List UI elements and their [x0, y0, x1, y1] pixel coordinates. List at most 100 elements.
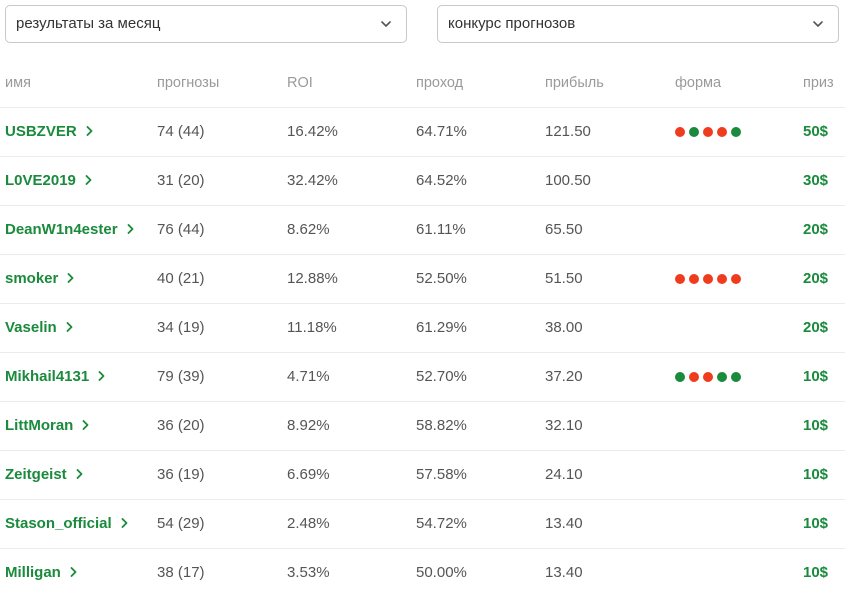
leaderboard-table: имя прогнозы ROI проход прибыль форма пр…: [0, 58, 845, 597]
prize-value: 50$: [803, 123, 829, 140]
form-dot-win: [731, 372, 741, 382]
user-name: smoker: [5, 270, 59, 287]
table-row: DeanW1n4ester 76 (44) 8.62% 61.11% 65.50…: [0, 206, 845, 255]
period-select[interactable]: результаты за месяц: [5, 5, 407, 43]
contest-select-value: конкурс прогнозов: [448, 15, 576, 32]
column-header-forecasts[interactable]: прогнозы: [157, 75, 220, 91]
profit-value: 24.10: [545, 466, 583, 483]
prize-value: 10$: [803, 466, 829, 483]
user-link[interactable]: LittMoran: [5, 417, 89, 434]
user-cell: DeanW1n4ester: [5, 206, 134, 254]
user-link[interactable]: Stason_official: [5, 515, 128, 532]
user-cell: LittMoran: [5, 402, 89, 450]
column-header-roi[interactable]: ROI: [287, 75, 313, 91]
profit-value: 121.50: [545, 123, 591, 140]
profit-value: 65.50: [545, 221, 583, 238]
roi-value: 6.69%: [287, 466, 330, 483]
table-row: USBZVER 74 (44) 16.42% 64.71% 121.50 50$: [0, 108, 845, 157]
chevron-right-icon: [70, 567, 77, 577]
pass-value: 61.11%: [416, 221, 466, 238]
user-name: LittMoran: [5, 417, 74, 434]
profit-value: 100.50: [545, 172, 591, 189]
pass-value: 52.70%: [416, 368, 467, 385]
user-link[interactable]: L0VE2019: [5, 172, 92, 189]
user-name: USBZVER: [5, 123, 77, 140]
user-link[interactable]: Milligan: [5, 564, 77, 581]
form-dot-win: [675, 372, 685, 382]
profit-value: 32.10: [545, 417, 583, 434]
forecasts-value: 34 (19): [157, 319, 205, 336]
prize-value: 10$: [803, 417, 829, 434]
forecasts-value: 79 (39): [157, 368, 205, 385]
column-header-profit[interactable]: прибыль: [545, 75, 604, 91]
contest-select[interactable]: конкурс прогнозов: [437, 5, 839, 43]
user-link[interactable]: Zeitgeist: [5, 466, 83, 483]
user-cell: Vaselin: [5, 304, 73, 352]
column-header-prize: приз: [803, 75, 834, 91]
form-dot-win: [689, 127, 699, 137]
form-dot-loss: [703, 274, 713, 284]
forecasts-value: 31 (20): [157, 172, 205, 189]
form-dot-loss: [689, 274, 699, 284]
prize-value: 10$: [803, 515, 829, 532]
user-link[interactable]: smoker: [5, 270, 74, 287]
user-cell: Milligan: [5, 549, 77, 597]
roi-value: 8.62%: [287, 221, 330, 238]
roi-value: 4.71%: [287, 368, 330, 385]
roi-value: 3.53%: [287, 564, 330, 581]
forecasts-value: 54 (29): [157, 515, 205, 532]
prize-value: 20$: [803, 319, 829, 336]
prize-value: 30$: [803, 172, 829, 189]
form-dot-loss: [689, 372, 699, 382]
roi-value: 32.42%: [287, 172, 338, 189]
column-header-name[interactable]: имя: [5, 75, 31, 91]
chevron-right-icon: [127, 224, 133, 234]
chevron-down-icon: [813, 21, 823, 27]
pass-value: 57.58%: [416, 466, 467, 483]
chevron-right-icon: [66, 322, 73, 332]
prize-value: 10$: [803, 368, 829, 385]
form-dot-win: [717, 372, 727, 382]
roi-value: 12.88%: [287, 270, 338, 287]
user-cell: USBZVER: [5, 108, 93, 156]
user-link[interactable]: Vaselin: [5, 319, 73, 336]
form-dot-loss: [717, 127, 727, 137]
user-link[interactable]: USBZVER: [5, 123, 93, 140]
profit-value: 13.40: [545, 564, 583, 581]
user-name: Zeitgeist: [5, 466, 67, 483]
profit-value: 51.50: [545, 270, 583, 287]
pass-value: 61.29%: [416, 319, 467, 336]
user-cell: Zeitgeist: [5, 451, 83, 499]
user-name: L0VE2019: [5, 172, 76, 189]
table-header: имя прогнозы ROI проход прибыль форма пр…: [0, 58, 845, 108]
user-link[interactable]: DeanW1n4ester: [5, 221, 134, 238]
table-row: Zeitgeist 36 (19) 6.69% 57.58% 24.10 10$: [0, 451, 845, 500]
user-name: Mikhail4131: [5, 368, 90, 385]
user-cell: L0VE2019: [5, 157, 92, 205]
table-row: Vaselin 34 (19) 11.18% 61.29% 38.00 20$: [0, 304, 845, 353]
column-header-pass[interactable]: проход: [416, 75, 464, 91]
column-header-form: форма: [675, 75, 722, 91]
form-dot-win: [731, 127, 741, 137]
forecasts-value: 38 (17): [157, 564, 205, 581]
period-select-value: результаты за месяц: [16, 15, 161, 32]
roi-value: 8.92%: [287, 417, 330, 434]
table-row: Mikhail4131 79 (39) 4.71% 52.70% 37.20 1…: [0, 353, 845, 402]
roi-value: 16.42%: [287, 123, 338, 140]
prize-value: 20$: [803, 270, 829, 287]
chevron-right-icon: [121, 518, 128, 528]
chevron-right-icon: [85, 175, 92, 185]
form-dot-loss: [717, 274, 727, 284]
form-indicator: [675, 274, 741, 284]
table-row: Milligan 38 (17) 3.53% 50.00% 13.40 10$: [0, 549, 845, 597]
chevron-right-icon: [82, 420, 89, 430]
chevron-right-icon: [98, 371, 105, 381]
roi-value: 2.48%: [287, 515, 330, 532]
pass-value: 64.52%: [416, 172, 467, 189]
user-name: Stason_official: [5, 515, 112, 532]
user-link[interactable]: Mikhail4131: [5, 368, 105, 385]
chevron-right-icon: [86, 126, 93, 136]
form-indicator: [675, 127, 741, 137]
forecasts-value: 74 (44): [157, 123, 205, 140]
forecasts-value: 36 (20): [157, 417, 205, 434]
